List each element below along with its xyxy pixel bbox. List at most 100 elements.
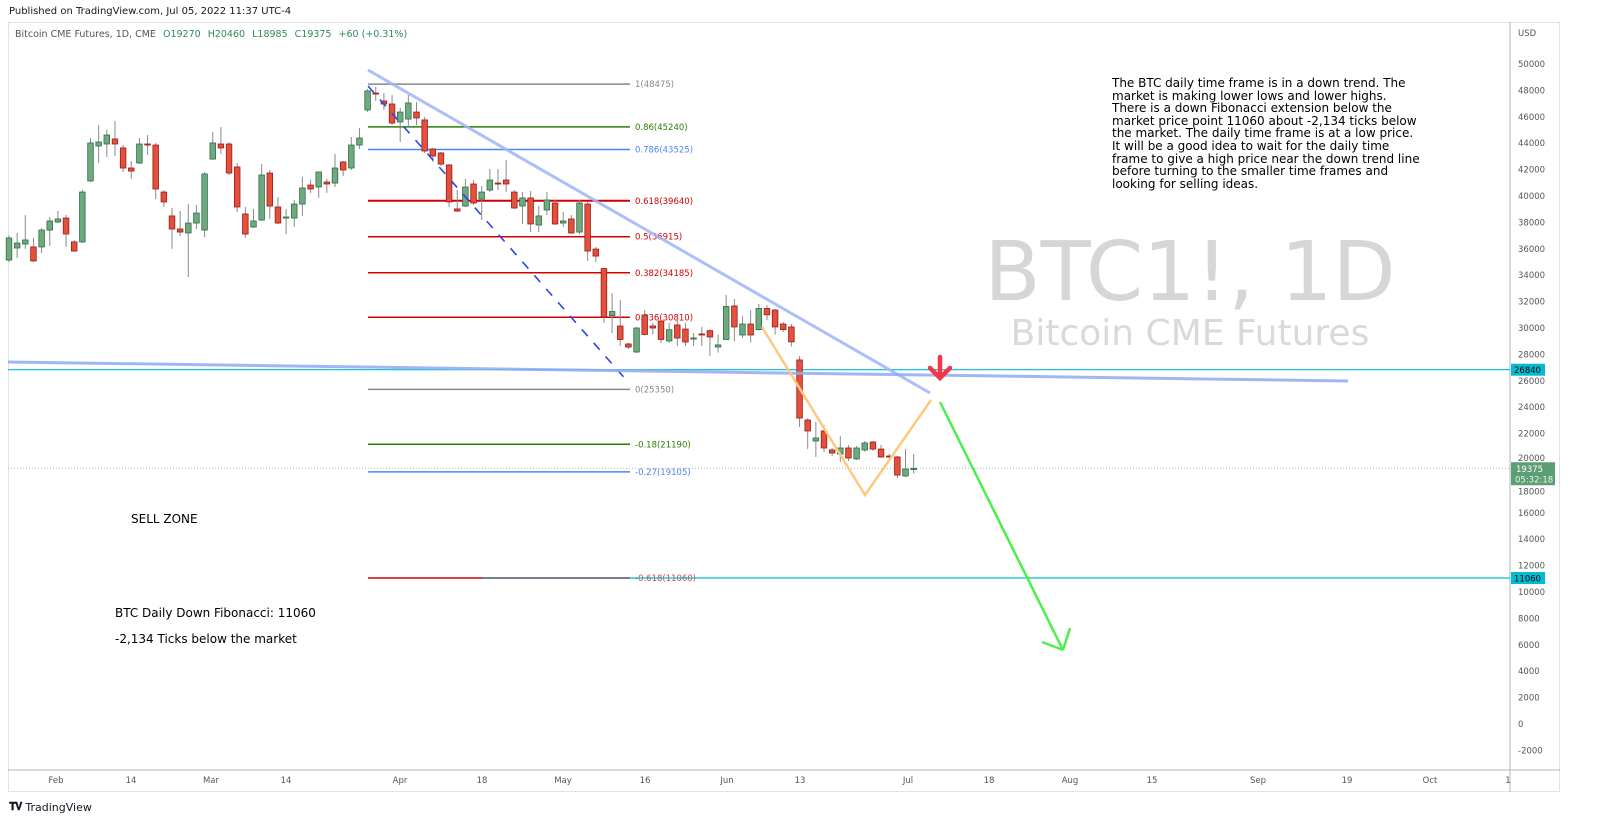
candle bbox=[739, 316, 746, 339]
time-tick-label: 1 bbox=[1505, 776, 1510, 786]
fib-level-label: 0(25350) bbox=[635, 385, 674, 395]
candle-body bbox=[299, 187, 306, 205]
symbol-watermark: BTC1!, 1D Bitcoin CME Futures bbox=[984, 225, 1395, 354]
candle bbox=[551, 199, 559, 226]
candle bbox=[845, 444, 852, 462]
fib-level-label: 0.618(39640) bbox=[635, 197, 693, 207]
candle bbox=[5, 235, 13, 262]
candle-body bbox=[274, 206, 282, 224]
candle-body bbox=[625, 343, 632, 348]
sell-zone-label[interactable]: SELL ZONE bbox=[131, 512, 198, 526]
drawings[interactable] bbox=[7, 68, 1349, 652]
candle-body bbox=[437, 152, 445, 165]
candle bbox=[176, 211, 184, 236]
candle-body bbox=[731, 305, 738, 328]
price-tick-label: 22000 bbox=[1518, 430, 1545, 440]
candle-body bbox=[201, 173, 208, 231]
candle-body bbox=[348, 144, 355, 169]
candle-body bbox=[160, 191, 168, 203]
price-axis[interactable]: -2000 0 2000 4000 6000 8000 10000 12000 14000 160… bbox=[1518, 60, 1545, 756]
price-tick-label: 18000 bbox=[1518, 487, 1545, 497]
candle-body bbox=[894, 456, 901, 476]
candle bbox=[560, 211, 567, 228]
price-tick-label: 8000 bbox=[1518, 614, 1540, 624]
zigzag-pattern[interactable] bbox=[760, 326, 933, 498]
candle bbox=[617, 300, 624, 346]
candle bbox=[405, 95, 412, 129]
candle bbox=[519, 192, 526, 224]
candle-body bbox=[780, 323, 787, 330]
candle bbox=[731, 298, 738, 342]
candle-body bbox=[828, 449, 836, 454]
candle bbox=[470, 180, 477, 205]
fib-level-label: 0.236(30810) bbox=[635, 313, 693, 323]
fib-level-label: -0.27(19105) bbox=[635, 468, 691, 478]
level-price-badge bbox=[1511, 363, 1545, 376]
candle-body bbox=[511, 191, 518, 209]
support-trend-line[interactable] bbox=[7, 360, 1349, 383]
candle bbox=[682, 322, 689, 346]
candle-body bbox=[714, 344, 722, 348]
candle-body bbox=[690, 337, 697, 340]
candle-body bbox=[136, 143, 143, 164]
currency-label: USD bbox=[1518, 29, 1537, 39]
tradingview-footer[interactable]: 𝐓𝐕 TradingView bbox=[9, 800, 92, 814]
candle bbox=[502, 159, 510, 193]
symbol-legend[interactable]: Bitcoin CME Futures, 1D, CME O19270 H204… bbox=[15, 29, 407, 40]
fib-level-label: -0.18(21190) bbox=[635, 440, 691, 450]
candle bbox=[714, 334, 722, 353]
axes: USD bbox=[8, 22, 1560, 792]
candle bbox=[331, 154, 339, 188]
analysis-note[interactable]: The BTC daily time frame is in a down tr… bbox=[1112, 76, 1420, 191]
candle bbox=[242, 206, 249, 238]
candle-body bbox=[128, 167, 135, 172]
candle bbox=[185, 204, 192, 278]
candle bbox=[225, 142, 233, 176]
time-tick-label: 14 bbox=[281, 776, 292, 786]
candle-body bbox=[527, 197, 534, 225]
time-axis[interactable]: Feb 14 Mar 14 Apr 18 May 16 Jun 13 Jul 18 Aug 15 Sep 19… bbox=[48, 776, 1510, 786]
candle bbox=[209, 131, 216, 160]
dashed-fib-trend-line[interactable] bbox=[367, 85, 629, 383]
candle bbox=[258, 164, 265, 221]
candle-body bbox=[364, 90, 371, 111]
candle-body bbox=[755, 308, 762, 330]
candle-body bbox=[331, 167, 339, 184]
ohlc-high: H20460 bbox=[207, 29, 246, 40]
ticks-below-label[interactable]: -2,134 Ticks below the market bbox=[115, 632, 297, 646]
time-tick-label: Mar bbox=[203, 776, 220, 786]
price-tick-label: 26000 bbox=[1518, 377, 1545, 387]
time-tick-label: 16 bbox=[640, 776, 651, 786]
price-tick-label: 40000 bbox=[1518, 192, 1545, 202]
candle bbox=[396, 107, 404, 143]
candle bbox=[201, 171, 208, 238]
candle-body bbox=[877, 448, 885, 458]
price-tick-label: -2000 bbox=[1518, 746, 1543, 756]
red-down-arrow-icon[interactable] bbox=[927, 354, 953, 382]
candle bbox=[706, 329, 714, 356]
candle bbox=[511, 190, 518, 209]
candle-body bbox=[519, 197, 526, 207]
candle bbox=[454, 190, 461, 212]
candle-body bbox=[356, 137, 363, 146]
ohlc-close: C19375 bbox=[294, 29, 332, 40]
green-down-arrow[interactable] bbox=[938, 401, 1072, 652]
candle-body bbox=[291, 203, 298, 219]
fib-target-label[interactable]: BTC Daily Down Fibonacci: 11060 bbox=[115, 606, 316, 620]
candle-body bbox=[478, 191, 485, 200]
down-trend-line[interactable] bbox=[367, 68, 931, 395]
price-tick-label: 38000 bbox=[1518, 218, 1545, 228]
candle bbox=[747, 310, 754, 343]
candle bbox=[291, 199, 298, 228]
candle bbox=[356, 128, 363, 150]
candle-body bbox=[739, 323, 746, 336]
chart-frame bbox=[8, 22, 1560, 792]
candle bbox=[299, 176, 306, 216]
candle bbox=[79, 190, 86, 243]
candle-body bbox=[723, 306, 730, 340]
fibonacci-extension[interactable]: 1(48475) 0.86(45240) 0.786(43525) 0.618(396… bbox=[368, 80, 696, 584]
tradingview-logo-icon: 𝐓𝐕 bbox=[9, 800, 22, 813]
horizontal-lines[interactable] bbox=[8, 369, 1510, 579]
